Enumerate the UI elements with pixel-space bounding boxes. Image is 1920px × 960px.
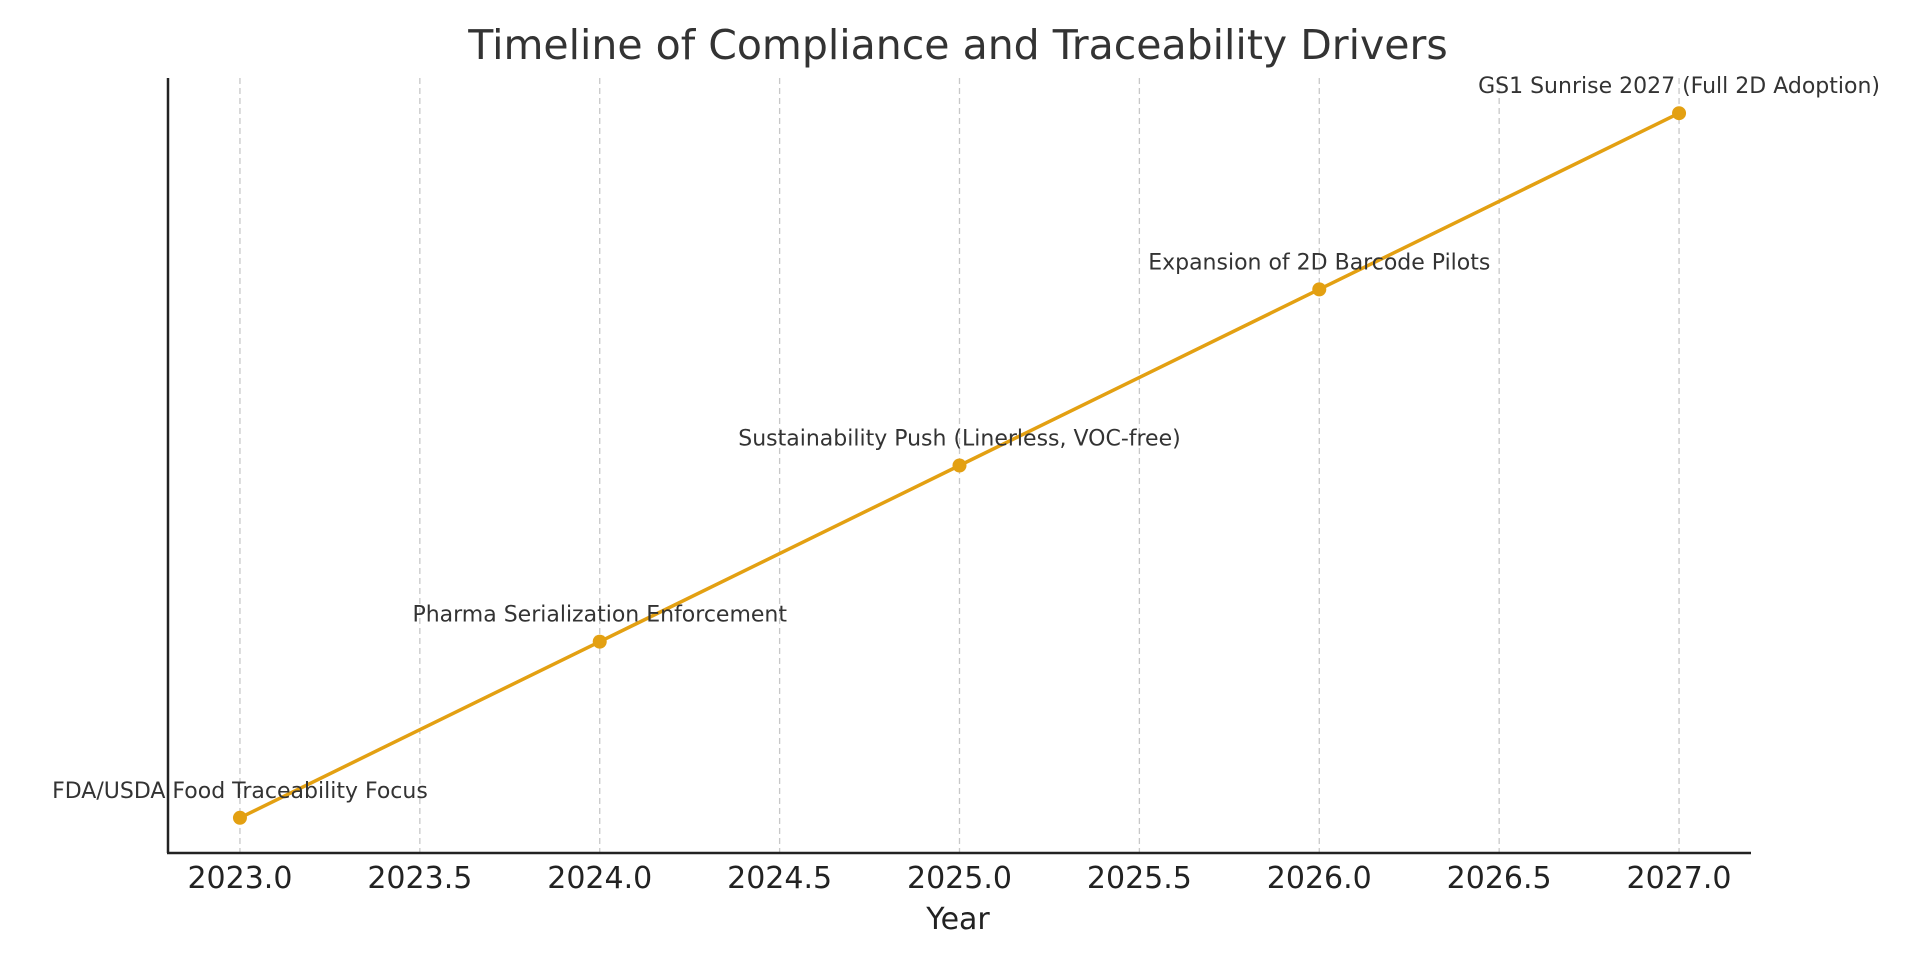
x-tick-label: 2024.5 [727,861,832,896]
grid-lines [239,78,1680,853]
x-tick-labels: 2023.0 2023.5 2024.0 2024.5 2025.0 2025.5 2026… [187,861,1731,896]
x-tick-label: 2023.5 [367,861,472,896]
data-point [232,810,247,825]
point-annotation: Expansion of 2D Barcode Pilots [1148,250,1490,275]
data-point [1312,282,1327,297]
x-tick-label: 2026.5 [1447,861,1552,896]
data-point [952,458,967,473]
point-annotation: FDA/USDA Food Traceability Focus [52,779,428,804]
point-annotation: GS1 Sunrise 2027 (Full 2D Adoption) [1478,74,1880,99]
x-tick-label: 2025.5 [1087,861,1192,896]
x-tick-label: 2026.0 [1267,861,1372,896]
data-points [232,106,1687,825]
x-tick-label: 2024.0 [547,861,652,896]
data-point [592,634,607,649]
x-axis-label: Year [925,902,990,937]
x-tick-label: 2023.0 [187,861,292,896]
point-annotation: Pharma Serialization Enforcement [412,603,787,628]
annotations: FDA/USDA Food Traceability Focus Pharma S… [52,74,1880,804]
chart-title: Timeline of Compliance and Traceability … [467,21,1447,69]
data-point [1672,106,1687,121]
x-tick-label: 2025.0 [907,861,1012,896]
point-annotation: Sustainability Push (Linerless, VOC-free… [738,427,1180,452]
x-tick-label: 2027.0 [1627,861,1732,896]
